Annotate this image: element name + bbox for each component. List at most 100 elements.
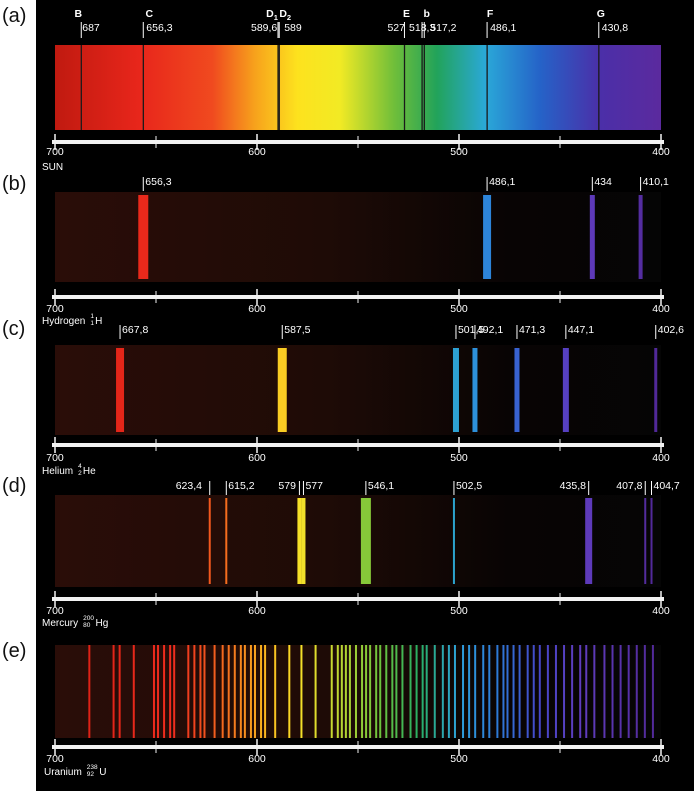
emission-line [415, 645, 418, 738]
absorption-line [486, 45, 488, 130]
emission-line [512, 645, 515, 738]
wavelength-annotation: 579 [278, 480, 296, 492]
emission-line [627, 645, 630, 738]
tick-label: 400 [652, 753, 670, 765]
absorption-line [598, 45, 600, 130]
emission-line [526, 645, 529, 738]
emission-line [365, 645, 368, 738]
emission-line [330, 645, 333, 738]
emission-line [468, 645, 471, 738]
wavelength-annotation: 687 [82, 22, 100, 34]
emission-line [385, 645, 388, 738]
emission-line [203, 645, 206, 738]
element-name: Uranium [44, 767, 82, 778]
emission-line [138, 195, 149, 279]
emission-line [199, 645, 202, 738]
emission-line [225, 498, 228, 584]
element-symbol: U [99, 767, 106, 778]
emission-line [314, 645, 317, 738]
isotope-atomic-number: 80 [83, 622, 91, 629]
wavelength-annotation: 517,2 [430, 22, 456, 34]
emission-line [300, 645, 303, 738]
emission-line [239, 645, 242, 738]
wavelength-annotation: 615,2 [228, 480, 254, 492]
tick-label: 600 [248, 303, 266, 315]
absorption-line [80, 45, 82, 130]
tick-label: 700 [46, 753, 64, 765]
emission-line [563, 645, 566, 738]
emission-line [369, 645, 372, 738]
emission-line [213, 645, 216, 738]
element-symbol: He [83, 466, 96, 477]
emission-line [118, 645, 121, 738]
isotope-mass-number: 238 [87, 764, 98, 771]
spectrum-panel-2: 656,3 486,1 434 410,1 700 600 500 400 Hydrogen 11… [42, 176, 670, 327]
panel-label-e: (e) [2, 640, 26, 662]
emission-line [447, 645, 450, 738]
emission-line [635, 645, 638, 738]
emission-line [344, 645, 347, 738]
isotope-atomic-number: 92 [87, 771, 95, 778]
fraunhofer-letter: F [487, 8, 494, 20]
emission-line [433, 645, 436, 738]
emission-line [589, 195, 595, 279]
panel-label-b: (b) [2, 173, 26, 195]
emission-line [169, 645, 172, 738]
tick-label: 400 [652, 605, 670, 617]
emission-line [518, 645, 521, 738]
emission-line [472, 348, 478, 432]
emission-line [264, 645, 267, 738]
element-name: Hydrogen [42, 316, 85, 327]
emission-line [288, 645, 291, 738]
emission-line [579, 645, 582, 738]
spectrum-strip-background [55, 495, 661, 587]
wavelength-annotation: 501,5 [458, 324, 484, 336]
wavelength-annotation: 546,1 [368, 480, 394, 492]
emission-line [644, 498, 647, 584]
tick-label: 600 [248, 452, 266, 464]
isotope-atomic-number: 1 [90, 320, 94, 327]
wavelength-annotation: 656,3 [145, 176, 171, 188]
emission-line [506, 645, 509, 738]
wavelength-annotation: 402,6 [658, 324, 684, 336]
emission-line [336, 645, 339, 738]
wavelength-annotation: 407,8 [616, 480, 642, 492]
emission-line [593, 645, 596, 738]
emission-line [496, 645, 499, 738]
emission-line [514, 348, 520, 432]
emission-line [354, 645, 357, 738]
emission-line [391, 645, 394, 738]
emission-line [441, 645, 444, 738]
emission-line [173, 645, 176, 738]
spectrum-strip-background [55, 192, 661, 282]
emission-line [249, 645, 252, 738]
emission-line [611, 645, 614, 738]
fraunhofer-letter: G [597, 8, 605, 20]
absorption-line [423, 45, 425, 130]
fraunhofer-letter: b [423, 8, 429, 20]
tick-label: 500 [450, 605, 468, 617]
element-name: SUN [42, 162, 63, 173]
emission-line [274, 645, 277, 738]
isotope-atomic-number: 2 [78, 470, 82, 477]
tick-label: 700 [46, 146, 64, 158]
emission-line [395, 645, 398, 738]
tick-label: 500 [450, 146, 468, 158]
tick-label: 500 [450, 303, 468, 315]
emission-line [421, 645, 424, 738]
emission-line [152, 645, 155, 738]
emission-line [651, 645, 654, 738]
panel-label-group: (a) (b) (c) (d) (e) [2, 5, 26, 662]
emission-line [253, 645, 256, 738]
tick-label: 500 [450, 452, 468, 464]
element-name: Helium [42, 466, 73, 477]
fraunhofer-letter: C [145, 8, 153, 20]
solar-spectrum-strip [55, 45, 661, 130]
emission-line [243, 645, 246, 738]
emission-line [643, 645, 646, 738]
emission-line [562, 348, 569, 432]
emission-line [585, 645, 588, 738]
emission-line [348, 645, 351, 738]
emission-line [227, 645, 230, 738]
